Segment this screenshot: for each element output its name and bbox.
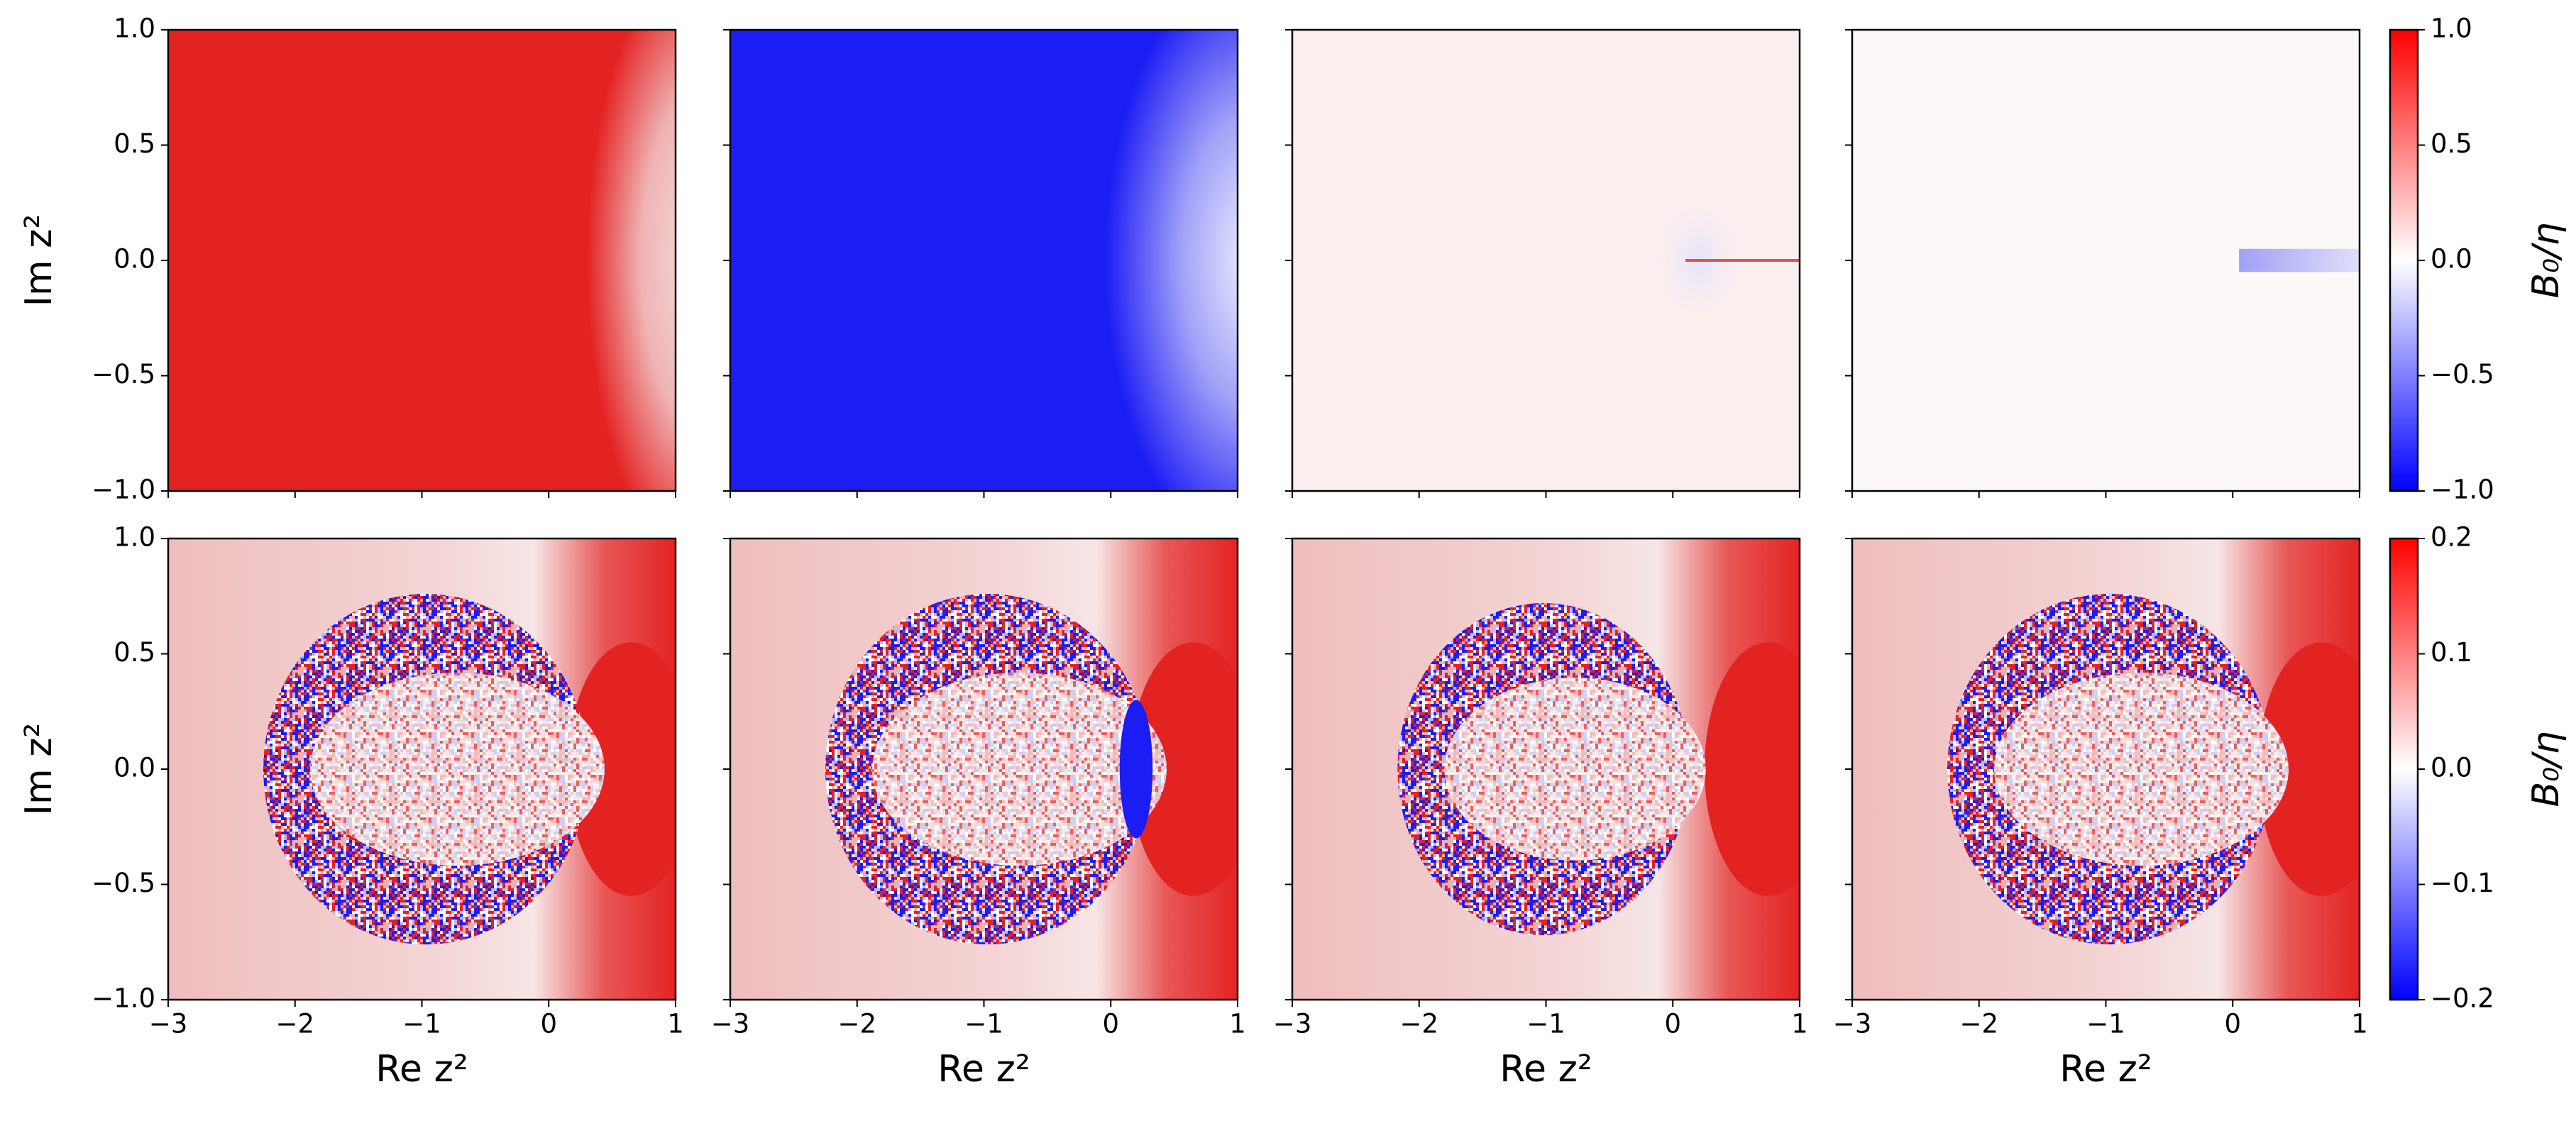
field-feature	[586, 30, 676, 491]
x-tick-label: −2	[837, 1009, 876, 1039]
field-feature	[872, 673, 1167, 866]
x-tick-label: 1	[1229, 1009, 1246, 1039]
field-feature	[568, 642, 676, 896]
heatmap-image	[730, 539, 1238, 1000]
y-tick-label: 0.0	[114, 244, 155, 275]
field-feature	[1444, 678, 1706, 861]
x-tick-label: −1	[964, 1009, 1003, 1039]
x-tick-label: −1	[2086, 1009, 2125, 1039]
y-axis-label: Im z²	[18, 214, 60, 307]
heatmap-image	[1852, 30, 2360, 491]
field-feature	[263, 594, 605, 945]
colorbar	[2389, 28, 2419, 492]
field-feature	[1994, 673, 2289, 866]
x-tick-label: 1	[667, 1009, 684, 1039]
y-tick-label: −0.5	[92, 359, 155, 390]
y-tick-label: 1.0	[114, 522, 155, 553]
colorbar-tick-label: −0.1	[2431, 868, 2494, 898]
field-feature	[2258, 642, 2360, 896]
x-tick-label: 0	[540, 1009, 557, 1039]
x-axis-label: Re z²	[1499, 1048, 1592, 1091]
y-tick-label: 1.0	[114, 13, 155, 44]
y-tick-label: 0.5	[114, 637, 155, 668]
colorbar-tick-label: 0.0	[2431, 244, 2472, 275]
x-tick-label: −1	[1526, 1009, 1565, 1039]
field-feature	[2239, 248, 2360, 272]
heatmap-image	[168, 30, 676, 491]
colorbar-tick-label: 0.2	[2431, 522, 2472, 553]
x-tick-label: 1	[2351, 1009, 2368, 1039]
colorbar-tick-label: 0.0	[2431, 753, 2472, 783]
y-tick-label: −1.0	[92, 475, 155, 505]
heatmap-image	[1292, 539, 1800, 1000]
field-feature	[1397, 603, 1706, 935]
x-tick-label: −2	[275, 1009, 314, 1039]
field-feature	[1704, 642, 1800, 896]
heatmap-image	[1292, 30, 1800, 491]
y-axis-label: Im z²	[18, 723, 60, 816]
y-tick-label: −0.5	[92, 868, 155, 898]
colorbar-label: B₀/η	[2525, 732, 2567, 807]
x-tick-label: 0	[1102, 1009, 1119, 1039]
x-tick-label: −3	[1273, 1009, 1312, 1039]
x-tick-label: −2	[1399, 1009, 1438, 1039]
heatmap-image	[1852, 539, 2360, 1000]
colorbar-tick-label: −0.5	[2431, 359, 2494, 390]
x-tick-label: −3	[149, 1009, 188, 1039]
colorbar-tick-label: 0.1	[2431, 637, 2472, 668]
x-tick-label: 1	[1791, 1009, 1808, 1039]
field-feature	[825, 594, 1167, 945]
heatmap-image	[168, 539, 676, 1000]
colorbar-tick-label: −0.2	[2431, 983, 2494, 1014]
x-tick-label: −1	[402, 1009, 441, 1039]
y-tick-label: 0.0	[114, 753, 155, 783]
field-feature	[1685, 259, 1800, 262]
x-tick-label: −2	[1959, 1009, 1998, 1039]
field-feature	[1130, 642, 1238, 896]
x-axis-label: Re z²	[937, 1048, 1030, 1091]
y-tick-label: −1.0	[92, 983, 155, 1014]
x-tick-label: −3	[711, 1009, 750, 1039]
x-tick-label: −3	[1833, 1009, 1872, 1039]
x-axis-label: Re z²	[375, 1048, 468, 1091]
x-tick-label: 0	[2224, 1009, 2241, 1039]
y-tick-label: 0.5	[114, 128, 155, 159]
x-axis-label: Re z²	[2059, 1048, 2152, 1091]
x-tick-label: 0	[1664, 1009, 1681, 1039]
colorbar	[2389, 537, 2419, 1001]
colorbar-tick-label: 1.0	[2431, 13, 2472, 44]
field-feature	[1104, 30, 1238, 491]
colorbar-tick-label: 0.5	[2431, 128, 2472, 159]
field-feature	[1947, 594, 2289, 945]
heatmap-image	[730, 30, 1238, 491]
field-feature	[310, 673, 605, 866]
colorbar-label: B₀/η	[2525, 223, 2567, 299]
colorbar-tick-label: −1.0	[2431, 475, 2494, 505]
field-feature	[1119, 700, 1153, 839]
